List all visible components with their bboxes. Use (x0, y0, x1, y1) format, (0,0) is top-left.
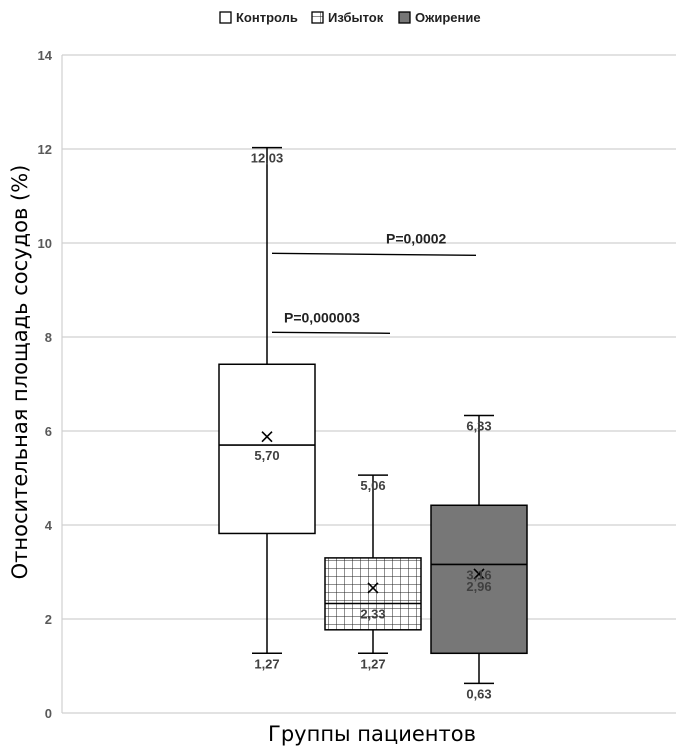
legend-swatch-2 (311, 11, 324, 24)
p-value-1-2: P=0,000003 (284, 309, 360, 325)
y-tick-labels: 0 2 4 6 8 10 12 14 (38, 48, 53, 721)
box-body (430, 504, 528, 655)
box-3: 6,33 0,63 3,162,96 (430, 414, 528, 701)
legend-label-1: Контроль (236, 10, 298, 25)
y-tick-6: 6 (45, 424, 52, 439)
y-tick-2: 2 (45, 612, 52, 627)
label-min: 0,63 (466, 686, 491, 701)
y-tick-12: 12 (38, 142, 52, 157)
y-tick-8: 8 (45, 330, 52, 345)
mean-marker (261, 431, 273, 443)
box-2: 5,06 1,27 2,33 (324, 474, 422, 671)
legend-swatch-3 (398, 11, 411, 24)
annotations: P=0,000003 P=0,0002 (271, 230, 477, 334)
y-tick-14: 14 (38, 48, 53, 63)
mean-marker (367, 582, 379, 594)
label-max: 5,06 (360, 478, 385, 493)
y-tick-0: 0 (45, 706, 52, 721)
boxes: 12,03 1,27 5,70 5,06 1,27 2,33 6,33 0,63 3,162,9… (218, 146, 528, 701)
legend: Контроль Избыток Ожирение (219, 10, 481, 25)
bracket-1-3 (271, 252, 477, 257)
label-max: 6,33 (466, 418, 491, 433)
label-mean: 2,96 (466, 579, 491, 594)
bracket-1-2 (271, 331, 391, 334)
label-median: 2,33 (360, 606, 385, 621)
y-axis-title: Относительная площадь сосудов (%) (8, 165, 32, 580)
x-axis-title: Группы пациентов (268, 722, 476, 746)
label-median: 3,16 (466, 567, 491, 582)
label-min: 1,27 (254, 656, 279, 671)
box-1: 12,03 1,27 5,70 (218, 146, 316, 671)
legend-label-2: Избыток (328, 10, 384, 25)
label-median: 5,70 (254, 448, 279, 463)
p-value-1-3: P=0,0002 (386, 230, 447, 246)
y-tick-4: 4 (45, 518, 53, 533)
y-tick-10: 10 (38, 236, 52, 251)
legend-label-3: Ожирение (415, 10, 481, 25)
legend-swatch-1 (219, 11, 232, 24)
label-max: 12,03 (251, 151, 284, 166)
box-body (218, 363, 316, 535)
label-min: 1,27 (360, 656, 385, 671)
box-body (324, 557, 422, 631)
gridlines (61, 54, 676, 714)
mean-marker (473, 568, 485, 580)
